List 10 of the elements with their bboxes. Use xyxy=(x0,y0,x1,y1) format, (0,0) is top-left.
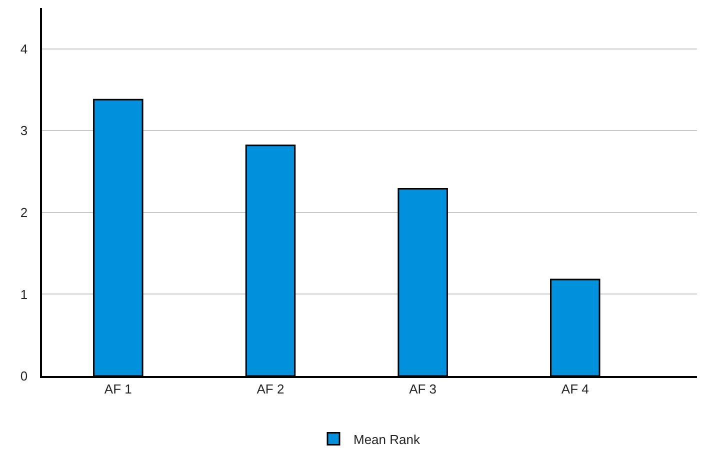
y-tick-label: 1 xyxy=(20,286,28,302)
y-tick-label: 0 xyxy=(20,368,28,384)
y-tick-label: 3 xyxy=(20,123,28,138)
x-tick-label: AF 2 xyxy=(256,381,284,396)
y-tick-label: 2 xyxy=(20,204,28,220)
y-tick-label: 4 xyxy=(20,41,28,56)
x-tick-label: AF 1 xyxy=(104,381,132,396)
legend-label: Mean Rank xyxy=(354,432,420,447)
x-tick-label: AF 4 xyxy=(561,381,589,396)
x-tick-label: AF 3 xyxy=(409,381,437,396)
